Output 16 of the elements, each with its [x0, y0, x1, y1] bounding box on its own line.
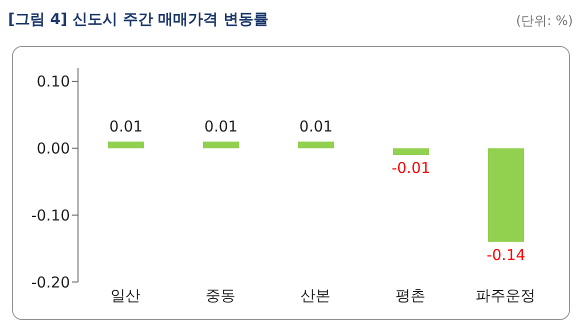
- x-tick-label: 중동: [206, 286, 236, 305]
- x-tick-label: 평촌: [396, 286, 426, 305]
- x-tick-label: 파주운정: [476, 286, 536, 305]
- y-tick-label: 0.10: [36, 72, 70, 91]
- text: (단위: %): [516, 13, 573, 30]
- y-tick-label: -0.20: [31, 273, 70, 292]
- data-label: -0.14: [486, 246, 526, 264]
- data-label: -0.01: [392, 158, 430, 177]
- data-label: 0.01: [299, 118, 333, 136]
- chart-title: [그림 4] 신도시 주간 매매가격 변동률: [8, 10, 268, 29]
- y-tick-label: -0.10: [31, 206, 70, 224]
- y-tick-label: 0.00: [36, 140, 70, 158]
- x-tick-label: 산본: [300, 286, 330, 305]
- x-tick-label: 일산: [110, 286, 140, 305]
- data-label: 0.01: [204, 118, 238, 136]
- data-label: 0.01: [109, 118, 143, 136]
